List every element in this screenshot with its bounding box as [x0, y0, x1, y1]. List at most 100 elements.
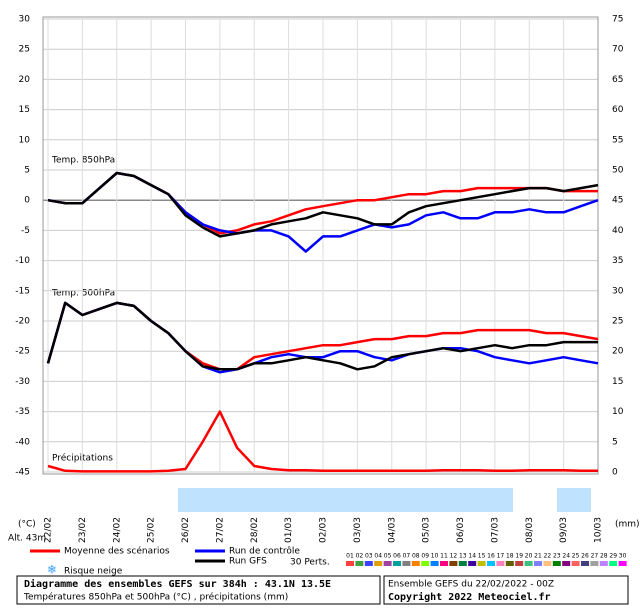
y-tick-label: 10 [19, 135, 31, 145]
perturbation-name: 12 [450, 553, 458, 560]
perturbation-name: 01 [346, 553, 354, 560]
perturbation-name: 13 [459, 553, 467, 560]
x-tick-label: 08/03 [525, 517, 535, 543]
y2-tick-label: 40 [612, 226, 624, 236]
perturbation-name: 07 [403, 553, 411, 560]
snow-strip [178, 488, 513, 512]
y-unit: (°C) [18, 520, 36, 530]
perturbation-swatch [355, 561, 364, 566]
snow-icon: ❄ [47, 563, 57, 577]
perturbation-name: 04 [374, 553, 382, 560]
perturbation-swatch [393, 561, 401, 566]
footer-box [383, 575, 629, 605]
perturbation-name: 09 [421, 553, 429, 560]
perturbation-name: 11 [440, 553, 448, 560]
y-tick-label: 20 [19, 75, 31, 85]
y2-tick-label: 25 [612, 317, 623, 327]
perturbation-swatch [599, 561, 608, 566]
y2-tick-label: 70 [612, 45, 624, 55]
plot-frame [42, 16, 599, 475]
perturbation-swatch [383, 561, 392, 566]
x-tick-label: 07/03 [490, 517, 500, 543]
perturbation-name: 22 [544, 553, 552, 560]
y-tick-label: -10 [15, 256, 30, 266]
perturbation-name: 21 [534, 553, 542, 560]
y-tick-label: 30 [19, 15, 31, 25]
perturbation-name: 02 [356, 553, 364, 560]
perturbation-swatch [364, 561, 373, 566]
perturbation-swatch [590, 561, 599, 566]
perturbation-name: 27 [591, 553, 599, 560]
perturbation-swatch [421, 561, 430, 566]
snow-strip [557, 488, 591, 512]
perturbation-name: 18 [506, 553, 514, 560]
series-line [46, 301, 598, 371]
perturbation-name: 03 [365, 553, 373, 560]
altitude: Alt. 43m [8, 534, 46, 544]
perturbation-swatch [618, 561, 627, 566]
y2-tick-label: 0 [612, 468, 618, 478]
legend-label: Run GFS [229, 557, 267, 567]
perturbation-swatch [552, 561, 561, 566]
y-tick-label: -25 [15, 347, 30, 357]
y2-tick-label: 60 [612, 105, 624, 115]
footer-box [16, 575, 381, 605]
y-tick-label: 5 [24, 166, 30, 176]
x-tick-label: 05/03 [422, 517, 432, 543]
x-tick-label: 09/03 [559, 517, 569, 543]
x-tick-label: 10/03 [594, 517, 604, 543]
y2-tick-label: 15 [612, 377, 623, 387]
perturbation-name: 23 [553, 553, 561, 560]
perturbation-name: 14 [468, 553, 476, 560]
series-line [47, 410, 598, 473]
panel-label: Temp. 850hPa [51, 156, 115, 166]
perturbation-swatch [609, 561, 618, 566]
footer-subtitle: Températures 850hPa et 500hPa (°C) , pré… [23, 592, 288, 603]
perturbation-swatch [477, 561, 486, 566]
y-tick-label: 0 [24, 196, 30, 206]
y2-tick-label: 65 [612, 75, 623, 85]
x-tick-label: 06/03 [456, 517, 466, 543]
perturbation-swatch [402, 561, 411, 566]
perturbation-swatch [458, 561, 467, 566]
y2-tick-label: 20 [612, 347, 624, 357]
x-tick-label: 27/02 [215, 517, 225, 543]
x-tick-label: 02/03 [319, 517, 329, 543]
perturbation-swatch [534, 561, 542, 566]
panel-label: Temp. 500hPa [51, 289, 115, 299]
y-tick-label: -15 [15, 286, 30, 296]
perturbation-swatch [374, 561, 383, 566]
perturbation-name: 25 [572, 553, 580, 560]
y2-tick-label: 5 [612, 437, 618, 447]
perturbation-swatch [571, 561, 580, 566]
x-tick-label: 23/02 [78, 517, 88, 543]
perturbation-swatch [430, 561, 439, 566]
perturbation-swatch [440, 561, 448, 566]
perturbation-swatch [487, 561, 495, 566]
y2-tick-label: 75 [612, 15, 623, 25]
y-tick-label: -35 [15, 407, 30, 417]
x-tick-label: 22/02 [44, 517, 54, 543]
y-tick-label: -45 [15, 468, 30, 478]
footer-run: Ensemble GEFS du 22/02/2022 - 00Z [388, 580, 554, 590]
perturbation-swatch [515, 561, 524, 566]
perturbation-name: 15 [478, 553, 486, 560]
y2-tick-label: 30 [612, 286, 624, 296]
x-tick-label: 01/03 [284, 517, 294, 543]
y-tick-label: 15 [19, 105, 30, 115]
y-tick-label: 25 [19, 45, 30, 55]
perturbation-name: 20 [525, 553, 533, 560]
x-tick-label: 25/02 [147, 517, 157, 543]
perturbation-swatch [449, 561, 458, 566]
perturbation-name: 17 [497, 553, 505, 560]
perturbation-name: 08 [412, 553, 420, 560]
perturbation-swatch [411, 561, 420, 566]
perturbation-swatch [581, 561, 589, 566]
perturbation-name: 30 [619, 553, 627, 560]
snow-label: Risque neige [64, 567, 123, 577]
y2-tick-label: 35 [612, 256, 623, 266]
y-tick-label: -40 [15, 437, 30, 447]
y2-unit: (mm) [615, 520, 640, 530]
y2-tick-label: 55 [612, 135, 623, 145]
